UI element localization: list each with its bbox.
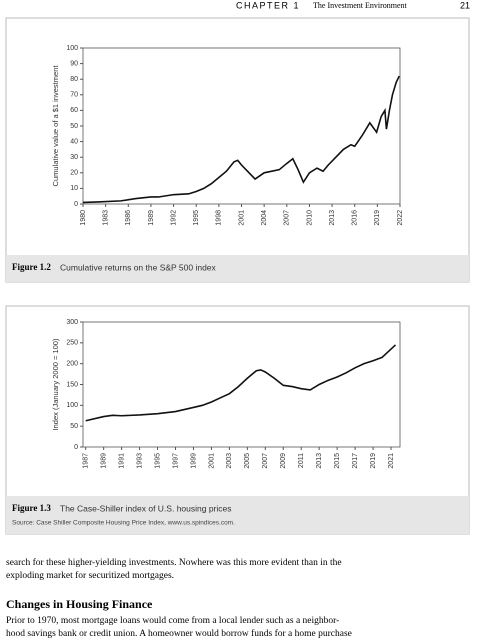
x-tick-label: 2015	[334, 453, 341, 469]
y-tick-label: 100	[66, 402, 78, 409]
y-axis-label: Index (January 2000 = 100)	[51, 338, 60, 430]
y-tick-label: 30	[70, 154, 78, 161]
x-tick-label: 1989	[148, 210, 155, 226]
y-tick-label: 40	[70, 138, 78, 145]
x-tick-label: 1995	[193, 210, 200, 226]
x-tick-label: 1989	[100, 453, 107, 469]
x-tick-label: 1997	[172, 453, 179, 469]
y-tick-label: 10	[70, 185, 78, 192]
data-line	[85, 344, 397, 422]
y-tick-label: 100	[66, 45, 78, 52]
x-tick-label: 1983	[102, 210, 109, 226]
x-tick-label: 2011	[298, 453, 305, 468]
data-line	[82, 75, 400, 204]
figure-source: Source: Case Shiller Composite Housing P…	[12, 520, 235, 527]
x-tick-label: 2007	[262, 453, 269, 469]
y-tick-label: 0	[74, 444, 78, 451]
x-tick-label: 2001	[238, 210, 245, 226]
body-line: search for these higher-yielding investm…	[6, 557, 342, 568]
x-tick-label: 1987	[83, 453, 90, 469]
caption-band	[6, 255, 469, 282]
x-tick-label: 2019	[370, 453, 377, 469]
x-tick-label: 1995	[154, 453, 161, 469]
x-tick-label: 1992	[170, 210, 177, 226]
x-tick-label: 2019	[374, 210, 381, 226]
y-tick-label: 300	[66, 319, 78, 326]
figure-caption: The Case-Shiller index of U.S. housing p…	[60, 503, 232, 513]
x-tick-label: 2016	[352, 210, 359, 226]
figure-label: Figure 1.3	[12, 503, 51, 513]
y-tick-label: 200	[66, 361, 78, 368]
x-tick-label: 2013	[316, 453, 323, 469]
x-tick-label: 1980	[80, 210, 87, 226]
chapter-title: The Investment Environment	[313, 1, 408, 10]
x-tick-label: 1993	[136, 453, 143, 469]
y-tick-label: 250	[66, 340, 78, 347]
x-tick-label: 2013	[329, 210, 336, 226]
y-axis-label: Cumulative value of a $1 investment	[51, 65, 60, 187]
figure-box	[5, 17, 470, 283]
y-tick-label: 150	[66, 381, 78, 388]
y-tick-label: 90	[70, 60, 78, 67]
body-line: exploding market for securitized mortgag…	[6, 570, 174, 581]
y-tick-label: 70	[70, 92, 78, 99]
x-tick-label: 1998	[216, 210, 223, 226]
x-tick-label: 2017	[352, 453, 359, 469]
x-tick-label: 2003	[226, 453, 233, 469]
y-tick-label: 80	[70, 76, 78, 83]
figure-caption: Cumulative returns on the S&P 500 index	[60, 262, 217, 272]
x-tick-label: 1991	[118, 453, 125, 469]
x-tick-label: 2001	[208, 453, 215, 469]
y-tick-label: 50	[70, 123, 78, 130]
caption-band	[6, 496, 469, 534]
y-tick-label: 0	[74, 201, 78, 208]
x-tick-label: 2005	[244, 453, 251, 469]
x-tick-label: 1986	[125, 210, 132, 226]
x-tick-label: 2009	[280, 453, 287, 469]
chapter: CHAPTER 1	[236, 0, 300, 10]
x-tick-label: 2010	[306, 210, 313, 226]
figure-label: Figure 1.2	[12, 262, 51, 272]
section-heading: Changes in Housing Finance	[6, 597, 153, 611]
x-tick-label: 1999	[190, 453, 197, 469]
x-tick-label: 2022	[397, 210, 404, 226]
x-tick-label: 2007	[284, 210, 291, 226]
page-number: 21	[460, 0, 470, 10]
x-tick-label: 2021	[388, 453, 395, 469]
y-tick-label: 60	[70, 107, 78, 114]
body-line: hood savings bank or credit union. A hom…	[6, 628, 352, 639]
y-tick-label: 50	[70, 423, 78, 430]
body-line: Prior to 1970, most mortgage loans would…	[6, 615, 339, 626]
x-tick-label: 2004	[261, 210, 268, 226]
y-tick-label: 20	[70, 170, 78, 177]
